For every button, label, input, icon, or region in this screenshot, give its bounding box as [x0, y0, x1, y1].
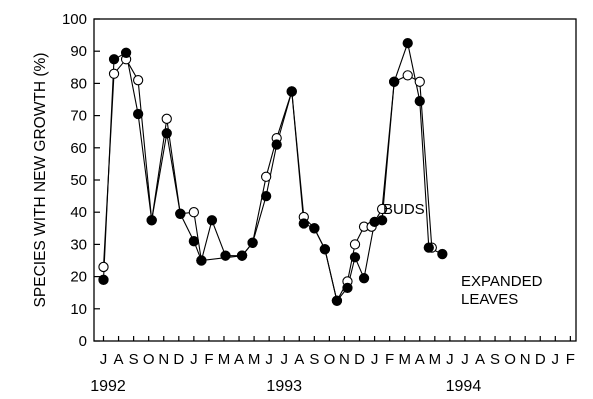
x-tick-label: S — [490, 351, 500, 368]
x-tick-label: F — [566, 351, 575, 368]
y-axis-label: SPECIES WITH NEW GROWTH (%) — [32, 53, 49, 308]
data-point-leaves — [414, 95, 425, 107]
y-tick-label: 20 — [70, 269, 87, 286]
data-point-buds — [260, 171, 272, 182]
x-tick-label: O — [504, 351, 516, 368]
x-tick-label: D — [173, 351, 184, 368]
x-tick-label: A — [114, 351, 124, 368]
x-tick-label: M — [248, 351, 261, 368]
data-point-leaves — [437, 248, 448, 260]
y-tick-label: 30 — [70, 236, 87, 253]
y-tick-label: 100 — [62, 11, 87, 28]
x-tick-label: M — [218, 351, 231, 368]
y-tick-label: 70 — [70, 108, 87, 125]
year-label: 1993 — [266, 378, 302, 395]
data-point-leaves — [309, 223, 320, 234]
data-point-buds — [161, 113, 172, 124]
y-tick-label: 90 — [70, 43, 87, 60]
data-point-leaves — [220, 250, 231, 261]
annotation-expanded: EXPANDED — [461, 273, 543, 290]
y-tick-label: 60 — [70, 140, 87, 157]
x-tick-label: A — [234, 351, 244, 368]
x-tick-label: M — [429, 351, 442, 368]
x-tick-label: A — [415, 351, 425, 368]
x-tick-label: N — [520, 351, 531, 368]
x-tick-label: J — [446, 351, 454, 368]
data-point-leaves — [175, 208, 186, 219]
data-point-leaves — [132, 108, 144, 120]
x-tick-label: N — [339, 351, 350, 368]
x-tick-label: N — [158, 351, 169, 368]
data-point-leaves — [206, 215, 218, 226]
y-tick-label: 10 — [70, 301, 87, 318]
data-point-leaves — [98, 274, 109, 285]
x-tick-label: O — [324, 351, 336, 368]
x-tick-label: O — [143, 351, 155, 368]
data-point-leaves — [286, 86, 297, 97]
y-tick-label: 50 — [70, 172, 87, 189]
data-point-buds — [108, 68, 120, 79]
data-point-leaves — [298, 218, 309, 229]
year-labels: 1992 1993 1994 — [90, 378, 481, 395]
data-point-leaves — [376, 215, 388, 226]
data-point-leaves — [247, 237, 258, 248]
data-point-buds — [349, 239, 361, 250]
data-point-leaves — [389, 76, 400, 87]
data-point-leaves — [319, 244, 331, 255]
data-point-buds — [98, 261, 109, 273]
y-tick-label: 40 — [70, 204, 87, 221]
data-point-leaves — [342, 282, 353, 294]
x-tick-label: J — [100, 351, 108, 368]
data-point-leaves — [120, 47, 132, 58]
data-point-leaves — [423, 242, 434, 253]
x-tick-label: D — [354, 351, 365, 368]
y-tick-label: 80 — [70, 75, 87, 92]
data-point-leaves — [260, 190, 272, 202]
y-tick-label: 0 — [79, 333, 87, 350]
year-label: 1994 — [446, 378, 482, 395]
x-tick-label: A — [475, 351, 485, 368]
data-point-leaves — [402, 38, 413, 49]
y-axis: 0 10 20 30 40 50 60 70 80 90 100 — [62, 11, 100, 350]
x-tick-label: J — [280, 351, 288, 368]
data-point-buds — [402, 70, 413, 81]
series-points — [98, 38, 448, 306]
x-tick-label: M — [398, 351, 411, 368]
data-point-leaves — [188, 236, 200, 247]
x-tick-label: J — [461, 351, 469, 368]
data-point-buds — [414, 76, 425, 87]
x-tick-label: J — [552, 351, 560, 368]
x-tick-label: D — [535, 351, 546, 368]
data-point-leaves — [349, 252, 361, 263]
x-tick-label: J — [265, 351, 273, 368]
x-tick-label: A — [294, 351, 304, 368]
data-point-leaves — [236, 250, 248, 261]
x-tick-label: F — [204, 351, 213, 368]
annotation-buds: BUDS — [383, 201, 425, 218]
data-point-leaves — [108, 54, 120, 65]
x-tick-label: F — [385, 351, 394, 368]
x-tick-label: S — [309, 351, 319, 368]
x-tick-label: S — [129, 351, 139, 368]
data-point-buds — [132, 75, 144, 86]
x-tick-label: J — [190, 351, 198, 368]
data-point-leaves — [146, 215, 157, 226]
x-tick-label: J — [371, 351, 379, 368]
data-point-leaves — [271, 139, 282, 150]
data-point-leaves — [358, 273, 370, 284]
year-label: 1992 — [90, 378, 126, 395]
series-line — [102, 41, 443, 303]
annotation-leaves: LEAVES — [461, 291, 518, 308]
data-point-buds — [188, 207, 200, 218]
data-point-leaves — [161, 128, 172, 139]
data-point-leaves — [196, 255, 207, 266]
data-point-buds — [376, 203, 388, 215]
data-point-leaves — [331, 295, 343, 306]
